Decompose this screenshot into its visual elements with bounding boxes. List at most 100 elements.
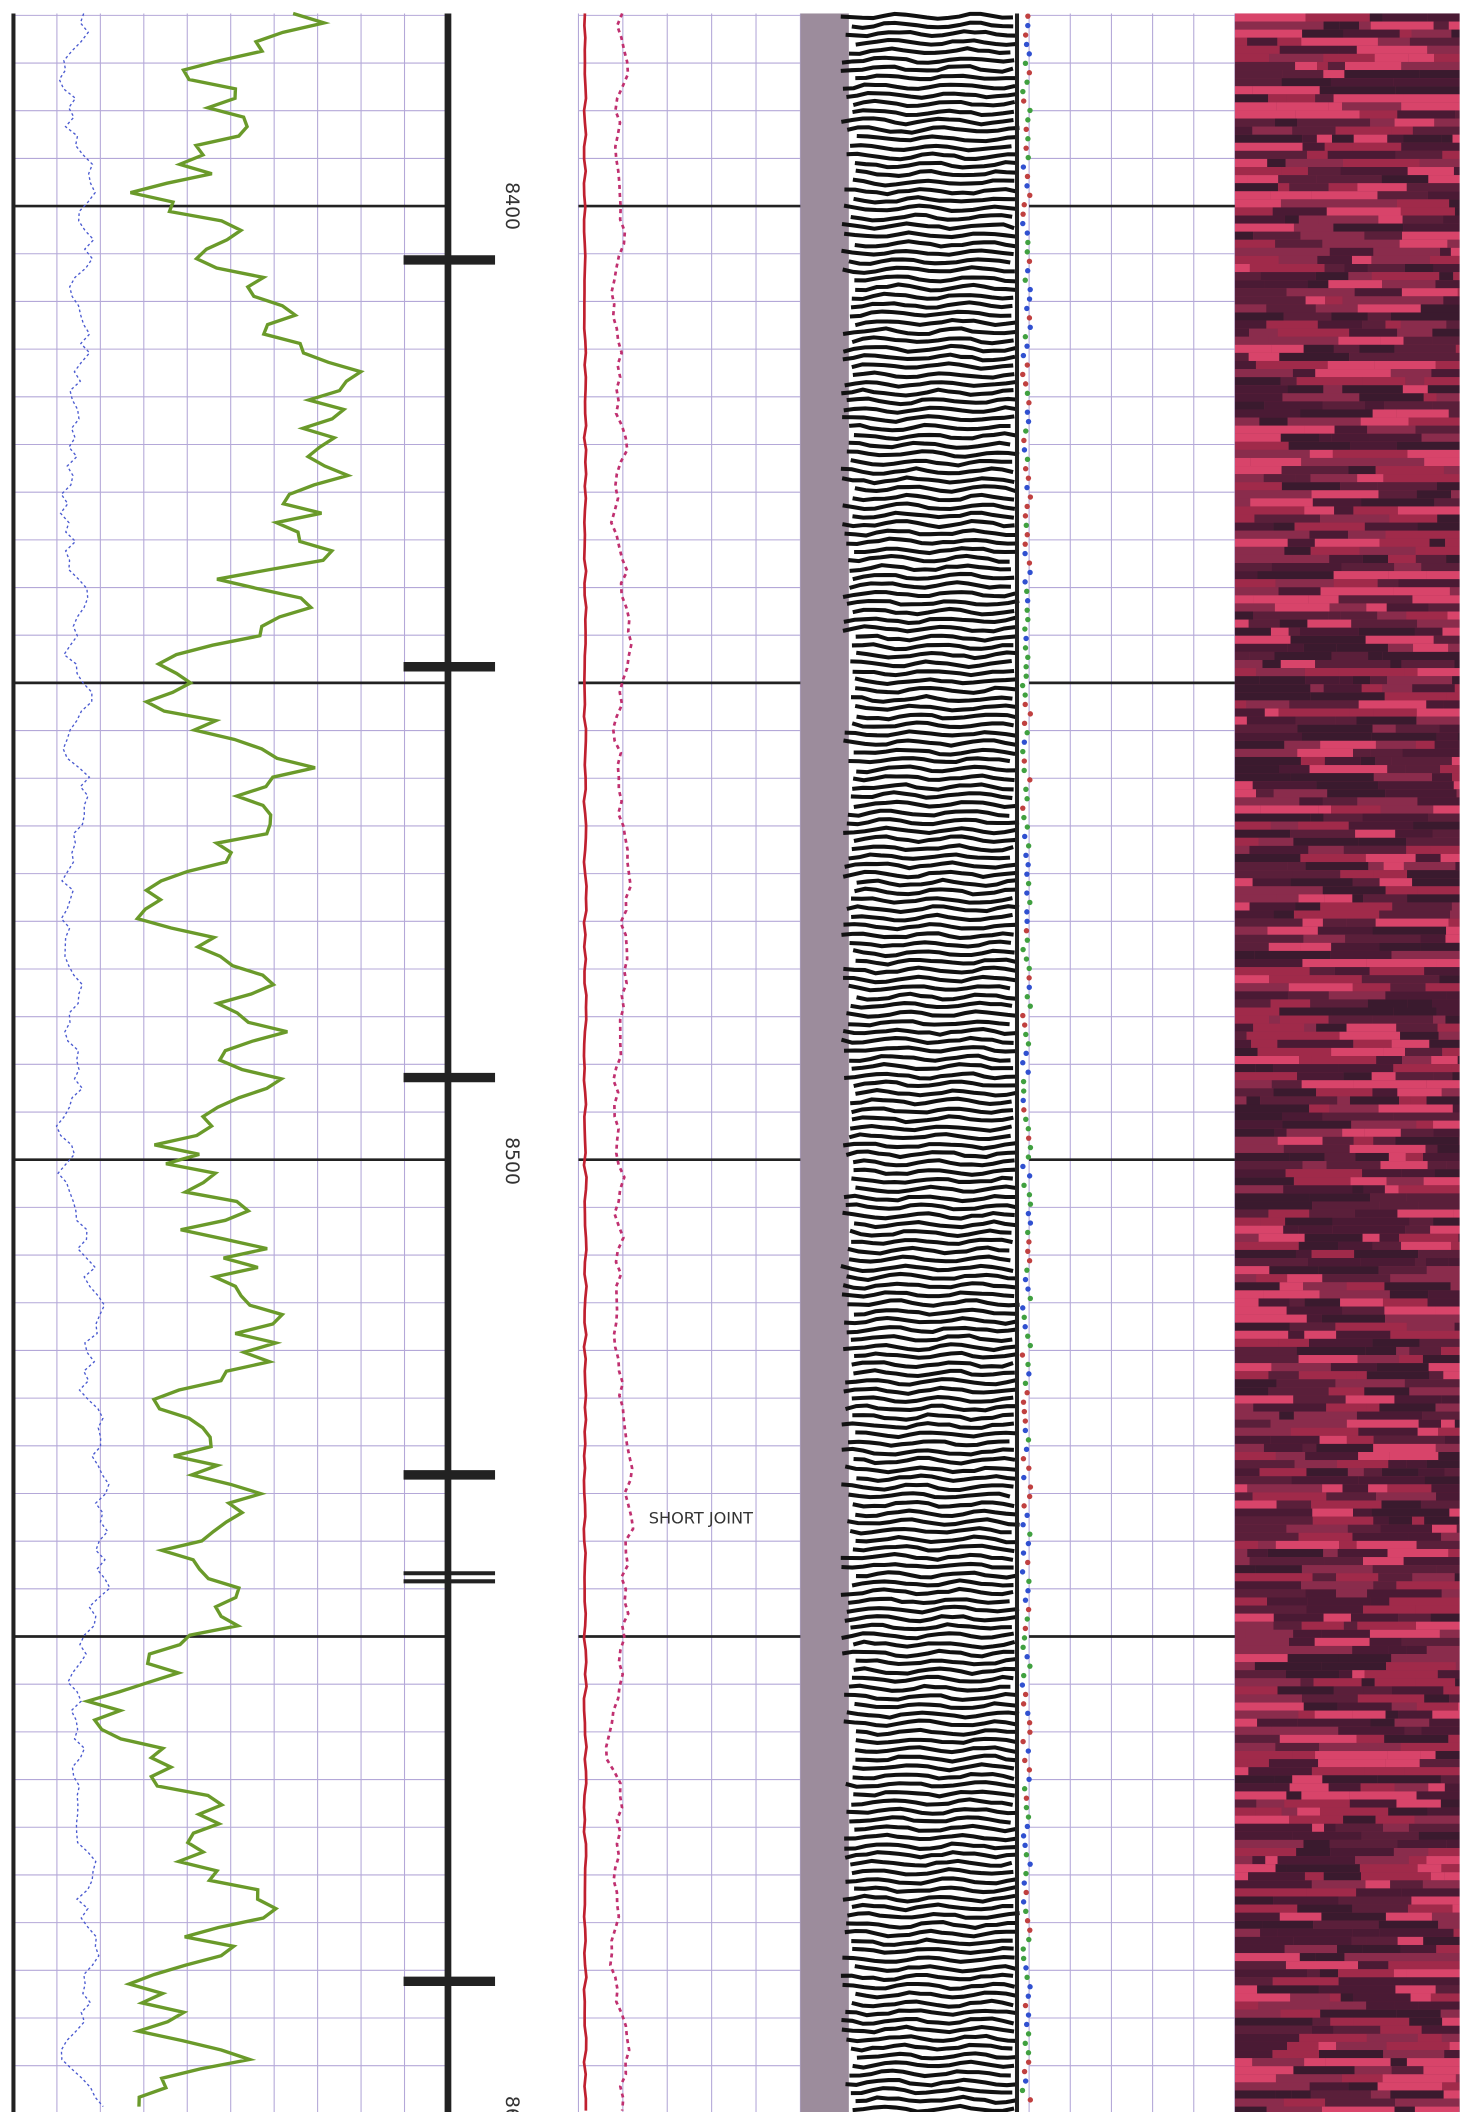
image-cell (1370, 676, 1388, 685)
waveform (845, 1377, 1018, 1387)
color-dot (1025, 136, 1031, 142)
image-cell (1234, 1864, 1276, 1873)
image-cell (1234, 1371, 1269, 1380)
image-cell (1341, 563, 1395, 572)
image-cell (1396, 441, 1460, 450)
image-cell (1333, 344, 1360, 353)
image-cell (1412, 1516, 1425, 1525)
image-cell (1234, 1807, 1256, 1816)
image-cell (1441, 134, 1453, 143)
image-cell (1302, 1443, 1317, 1452)
color-dot (1020, 1899, 1027, 1905)
color-dot (1022, 1418, 1028, 1424)
image-cell (1281, 1807, 1298, 1816)
color-dot (1020, 1550, 1027, 1556)
waveform (851, 1237, 1014, 1246)
image-cell (1234, 1775, 1275, 1784)
image-cell (1378, 1920, 1439, 1929)
waveform (846, 1604, 1020, 1615)
image-cell (1271, 563, 1342, 572)
image-cell (1434, 53, 1460, 62)
color-dot (1026, 1371, 1032, 1377)
image-cell (1367, 425, 1416, 434)
image-cell (1434, 498, 1460, 507)
image-cell (1327, 150, 1396, 159)
waveform (854, 1745, 1017, 1755)
image-cell (1306, 1888, 1357, 1897)
image-cell (1389, 514, 1438, 523)
image-cell (1338, 45, 1357, 54)
image-cell (1282, 1112, 1323, 1121)
image-cell (1349, 328, 1398, 337)
image-cell (1269, 975, 1317, 984)
image-cell (1287, 2041, 1319, 2051)
waveform-track (840, 11, 1034, 2112)
color-dot (1024, 456, 1031, 462)
image-cell (1382, 684, 1413, 693)
image-cell (1435, 280, 1460, 289)
image-cell (1234, 668, 1256, 677)
image-cell (1339, 676, 1353, 685)
image-cell (1438, 1452, 1460, 1461)
image-cell (1434, 740, 1460, 749)
image-cell (1310, 692, 1385, 701)
image-cell (1234, 821, 1271, 830)
color-dot (1025, 1248, 1031, 1254)
waveform (844, 1832, 1017, 1843)
waveform (844, 1315, 1017, 1326)
image-cell (1424, 1516, 1460, 1525)
image-cell (1280, 660, 1316, 669)
green-curve (81, 11, 365, 2107)
waveform (842, 1893, 1016, 1904)
image-cell (1234, 546, 1285, 555)
color-dot (1022, 334, 1029, 340)
color-dot (1023, 1116, 1029, 1122)
image-cell (1323, 70, 1345, 79)
image-cell (1234, 627, 1271, 636)
image-cell (1342, 385, 1403, 394)
image-cell (1340, 167, 1408, 176)
color-dot (1020, 1060, 1026, 1066)
waveform (846, 1009, 1019, 1019)
image-cell (1234, 1799, 1257, 1808)
waveform (846, 1920, 1019, 1930)
image-cell (1366, 2001, 1395, 2010)
image-cell (1364, 231, 1403, 240)
image-cell (1455, 1678, 1460, 1687)
image-cell (1337, 1096, 1350, 1105)
waveform (845, 1149, 1019, 1160)
image-cell (1378, 781, 1454, 790)
image-cell (1388, 1460, 1407, 1469)
image-cell (1432, 773, 1453, 782)
image-cell (1247, 1484, 1323, 1493)
image-cell (1458, 1233, 1460, 1242)
image-cell (1323, 21, 1340, 30)
waveform (852, 1158, 1015, 1168)
image-cell (1273, 789, 1328, 798)
image-cell (1321, 1912, 1386, 1921)
image-cell (1385, 1912, 1432, 1921)
image-cell (1234, 1217, 1261, 1226)
image-cell (1276, 102, 1329, 111)
image-cell (1387, 765, 1406, 774)
image-cell (1314, 1637, 1370, 1646)
waveform (855, 1534, 1018, 1545)
waveform (846, 2033, 1019, 2044)
image-cell (1387, 676, 1453, 685)
image-cell (1388, 1807, 1428, 1816)
color-dot (1023, 522, 1029, 528)
color-dot (1026, 296, 1033, 302)
image-cell (1234, 360, 1256, 370)
image-cell (1351, 619, 1418, 628)
image-cell (1356, 1734, 1385, 1743)
image-cell (1382, 1298, 1428, 1307)
image-cell (1288, 627, 1300, 636)
color-dot (1022, 1276, 1029, 1283)
waveform (843, 1045, 1017, 1054)
image-cell (1234, 716, 1247, 725)
image-cell (1253, 611, 1329, 620)
image-cell (1403, 1557, 1460, 1566)
color-dot (1022, 833, 1028, 840)
image-cell (1312, 1508, 1354, 1517)
color-dot (1020, 1833, 1027, 1839)
